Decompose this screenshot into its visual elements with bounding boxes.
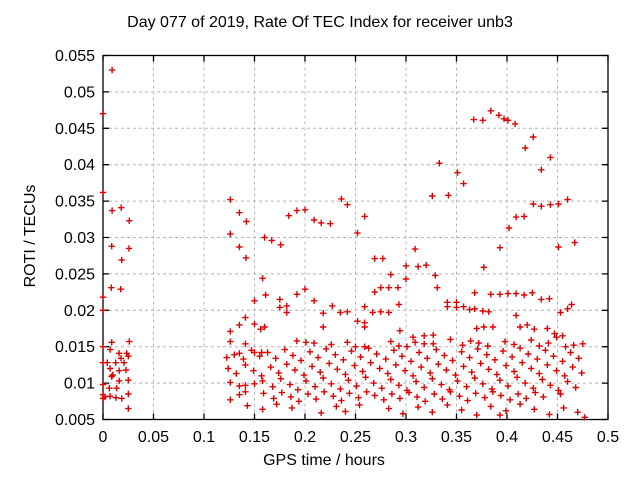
y-tick-label: 0.025 xyxy=(55,266,95,283)
y-tick-label: 0.05 xyxy=(64,84,95,101)
x-tick-label: 0.2 xyxy=(294,429,316,446)
x-tick-label: 0.05 xyxy=(138,429,169,446)
x-tick-label: 0.3 xyxy=(395,429,417,446)
y-tick-label: 0.045 xyxy=(55,121,95,138)
x-axis-label: GPS time / hours xyxy=(263,452,385,469)
y-tick-label: 0.015 xyxy=(55,339,95,356)
x-tick-label: 0.25 xyxy=(340,429,371,446)
y-tick-label: 0.01 xyxy=(64,376,95,393)
y-tick-label: 0.03 xyxy=(64,230,95,247)
y-tick-label: 0.005 xyxy=(55,412,95,429)
y-tick-label: 0.055 xyxy=(55,48,95,65)
y-tick-label: 0.02 xyxy=(64,303,95,320)
tick-marks xyxy=(102,54,609,421)
x-tick-label: 0.45 xyxy=(542,429,573,446)
x-tick-label: 0.15 xyxy=(239,429,270,446)
y-tick-label: 0.035 xyxy=(55,194,95,211)
x-tick-label: 0.35 xyxy=(441,429,472,446)
x-tick-label: 0 xyxy=(99,429,108,446)
data-points xyxy=(99,66,588,421)
y-tick-label: 0.04 xyxy=(64,157,95,174)
x-tick-label: 0.1 xyxy=(193,429,215,446)
chart-title: Day 077 of 2019, Rate Of TEC Index for r… xyxy=(127,14,513,31)
x-tick-label: 0.5 xyxy=(597,429,619,446)
x-tick-label: 0.4 xyxy=(496,429,518,446)
